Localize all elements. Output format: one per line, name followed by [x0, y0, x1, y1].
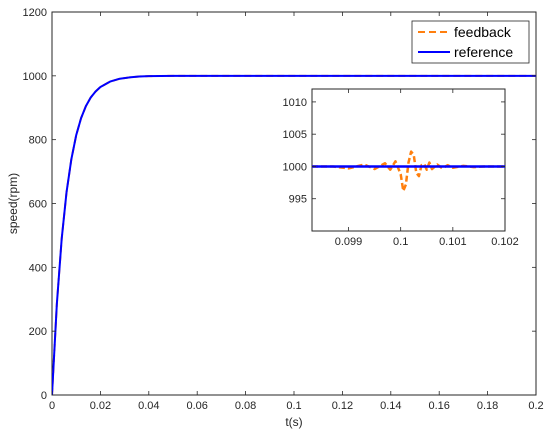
main-x-tick-label: 0.12 [332, 400, 353, 412]
main-x-tick-label: 0.2 [528, 400, 543, 412]
inset-x-tick-label: 0.1 [393, 236, 408, 248]
main-series-reference [52, 74, 536, 395]
inset-series-group [312, 150, 505, 193]
main-y-tick-label: 1000 [23, 71, 47, 83]
inset-y-tick-label: 995 [289, 194, 307, 206]
inset-axes: 0.099 0.1 0.101 0.102 995 1000 1005 1010 [283, 88, 519, 248]
inset-x-tick-label: 0.099 [335, 236, 363, 248]
main-x-tick-label: 0 [49, 400, 55, 412]
main-x-tick-label: 0.02 [90, 400, 111, 412]
main-x-ticks: 0 0.02 0.04 0.06 0.08 0.1 0.12 0.14 0.16 0.18 0.2 [49, 12, 544, 412]
main-x-tick-label: 0.14 [380, 400, 401, 412]
main-y-tick-label: 0 [41, 390, 47, 402]
main-y-tick-label: 600 [29, 199, 47, 211]
legend-label-feedback: feedback [454, 24, 512, 40]
inset-y-tick-label: 1010 [283, 97, 307, 109]
inset-y-tick-label: 1000 [283, 161, 307, 173]
legend-label-reference: reference [454, 44, 513, 60]
main-y-tick-label: 200 [29, 326, 47, 338]
main-y-ticks: 0 200 400 600 800 1000 1200 [23, 7, 536, 402]
main-x-tick-label: 0.04 [138, 400, 159, 412]
inset-y-tick-label: 1005 [283, 129, 307, 141]
y-axis-label: speed(rpm) [6, 173, 20, 234]
main-x-tick-label: 0.18 [477, 400, 498, 412]
main-series-group [52, 74, 536, 395]
inset-x-tick-label: 0.101 [439, 236, 467, 248]
inset-y-ticks: 995 1000 1005 1010 [283, 97, 505, 206]
main-x-tick-label: 0.1 [286, 400, 301, 412]
legend: feedback reference [411, 20, 530, 64]
x-axis-label: t(s) [285, 415, 302, 429]
main-y-tick-label: 400 [29, 262, 47, 274]
main-y-tick-label: 1200 [23, 7, 47, 19]
inset-x-ticks: 0.099 0.1 0.101 0.102 [335, 89, 519, 248]
main-x-tick-label: 0.08 [235, 400, 256, 412]
legend-box [411, 20, 530, 64]
main-x-tick-label: 0.16 [428, 400, 449, 412]
main-y-tick-label: 800 [29, 135, 47, 147]
main-x-tick-label: 0.06 [186, 400, 207, 412]
inset-x-tick-label: 0.102 [491, 236, 519, 248]
